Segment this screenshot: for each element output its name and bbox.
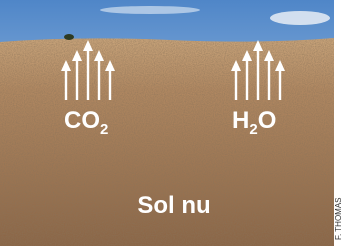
tree (64, 34, 74, 40)
h2o-before: H (232, 107, 249, 134)
co2-subscript: 2 (100, 121, 108, 138)
photo-credit: F. THOMAS (334, 197, 343, 240)
cloud (270, 11, 330, 25)
co2-main: CO (64, 107, 100, 134)
cloud (100, 6, 200, 14)
h2o-subscript: 2 (249, 121, 257, 138)
page: CO2 H2O Sol nu F. THOMAS (() => { const … (0, 0, 343, 246)
h2o-after: O (258, 107, 277, 134)
photo-scene: CO2 H2O Sol nu F. THOMAS (0, 0, 343, 246)
caption: Sol nu (137, 192, 210, 219)
